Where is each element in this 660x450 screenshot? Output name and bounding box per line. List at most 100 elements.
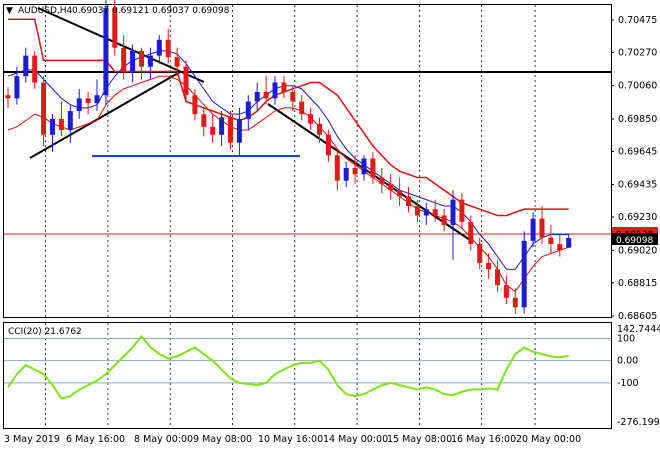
candle-body bbox=[423, 209, 429, 216]
candle-body bbox=[228, 117, 233, 143]
collapse-icon[interactable]: ▼ bbox=[6, 6, 13, 16]
candle-body bbox=[512, 297, 518, 308]
candle-body bbox=[23, 55, 29, 77]
time-tick-label: 15 May 08:00 bbox=[387, 434, 452, 445]
candle-body bbox=[201, 114, 207, 127]
candle-body bbox=[441, 215, 447, 225]
price-tick-label: 0.70060 bbox=[618, 81, 657, 92]
time-tick-label: 6 May 16:00 bbox=[66, 434, 125, 445]
ma-fast-line bbox=[7, 50, 569, 270]
candle-body bbox=[272, 82, 278, 99]
ohlc-values: 0.69037 0.69121 0.69037 0.69098 bbox=[72, 6, 230, 16]
candle-body bbox=[94, 95, 100, 104]
symbol-label: AUDUSD,H4 bbox=[18, 6, 73, 16]
price-tick-label: 0.68605 bbox=[618, 311, 657, 322]
cci-tick-label: -100 bbox=[617, 378, 639, 389]
cci-levels bbox=[4, 337, 611, 384]
candle-body bbox=[41, 82, 47, 135]
candle-body bbox=[290, 92, 296, 102]
candle-body bbox=[156, 39, 162, 56]
candle-body bbox=[236, 118, 242, 143]
candle-body bbox=[548, 237, 554, 244]
time-tick-label: 16 May 16:00 bbox=[451, 434, 516, 445]
moving-averages bbox=[7, 18, 569, 293]
ascending-trendline[interactable] bbox=[29, 71, 181, 159]
cci-tick-label: 142.7444 bbox=[617, 324, 660, 335]
candle-body bbox=[192, 95, 198, 115]
candle-body bbox=[521, 240, 527, 308]
candle-body bbox=[308, 114, 314, 124]
candle-body bbox=[5, 95, 11, 99]
main-chart-frame bbox=[3, 4, 612, 318]
price-tick-label: 0.70475 bbox=[618, 15, 657, 26]
cci-series bbox=[7, 334, 569, 400]
time-tick-label: 10 May 16:00 bbox=[258, 434, 323, 445]
ma-mid-line bbox=[7, 75, 569, 293]
candle-body bbox=[477, 243, 483, 263]
time-tick-label: 14 May 00:00 bbox=[323, 434, 388, 445]
candle-body bbox=[343, 168, 349, 181]
candle-body bbox=[263, 92, 269, 99]
candle-body bbox=[165, 39, 171, 58]
candle-body bbox=[67, 111, 73, 131]
ma-slow-line bbox=[8, 18, 569, 217]
candle-body bbox=[557, 243, 563, 251]
candle-body bbox=[85, 98, 91, 104]
candle-body bbox=[14, 76, 20, 99]
candle-body bbox=[530, 218, 536, 241]
candle-body bbox=[325, 134, 331, 156]
time-tick-label: 3 May 2019 bbox=[4, 434, 60, 445]
candle-body bbox=[254, 92, 260, 102]
candle-body bbox=[130, 50, 136, 72]
candle-body bbox=[32, 55, 38, 83]
candle-body bbox=[450, 199, 456, 225]
candle-body bbox=[299, 101, 305, 115]
candle-body bbox=[334, 155, 340, 181]
candle-body bbox=[503, 285, 509, 298]
candle-body bbox=[468, 221, 474, 244]
price-tick-label: 0.69435 bbox=[618, 180, 657, 191]
time-tick-label: 8 May 00:00 bbox=[134, 434, 193, 445]
candle-body bbox=[245, 101, 251, 119]
price-tick-label: 0.69020 bbox=[618, 245, 657, 256]
candle-body bbox=[397, 190, 403, 197]
candle-body bbox=[352, 168, 358, 175]
price-badges: 0.69138 0.69098 bbox=[612, 227, 658, 246]
candle-body bbox=[210, 126, 216, 135]
candle-body bbox=[539, 218, 545, 238]
time-axis: 3 May 2019 6 May 16:00 8 May 00:00 9 May 08… bbox=[4, 434, 581, 445]
candle-body bbox=[317, 123, 322, 135]
candle-body bbox=[147, 55, 153, 67]
candle-body bbox=[139, 50, 144, 67]
candle-body bbox=[103, 8, 109, 96]
time-tick-label: 20 May 00:00 bbox=[516, 434, 581, 445]
candle-body bbox=[432, 209, 438, 216]
descending-trendline-2[interactable] bbox=[267, 103, 471, 241]
candle-body bbox=[174, 57, 180, 67]
price-tick-label: 0.69230 bbox=[618, 212, 657, 223]
candle-body bbox=[361, 158, 367, 175]
candlesticks bbox=[5, 0, 572, 314]
candle-body bbox=[219, 117, 225, 135]
price-tick-label: 0.68815 bbox=[618, 278, 657, 289]
candle-body bbox=[112, 8, 118, 48]
candle-body bbox=[495, 269, 500, 286]
cci-line bbox=[7, 334, 569, 400]
cci-tick-label: 0.00 bbox=[617, 356, 638, 367]
candle-body bbox=[459, 199, 465, 222]
price-axis: 0.70475 0.70270 0.70060 0.69850 0.69645 0.694… bbox=[611, 15, 657, 322]
candle-body bbox=[566, 237, 572, 248]
candle-body bbox=[50, 118, 55, 135]
current-price-badge-bg bbox=[612, 233, 658, 245]
candle-body bbox=[414, 205, 420, 216]
price-tick-label: 0.70270 bbox=[618, 47, 657, 58]
candle-body bbox=[486, 262, 492, 270]
price-tick-label: 0.69850 bbox=[618, 114, 657, 125]
candle-body bbox=[58, 118, 64, 131]
candle-body bbox=[388, 183, 394, 191]
cci-tick-label: -276.1999 bbox=[617, 417, 660, 428]
candle-body bbox=[379, 177, 385, 184]
descending-trendline-1[interactable] bbox=[37, 7, 205, 83]
